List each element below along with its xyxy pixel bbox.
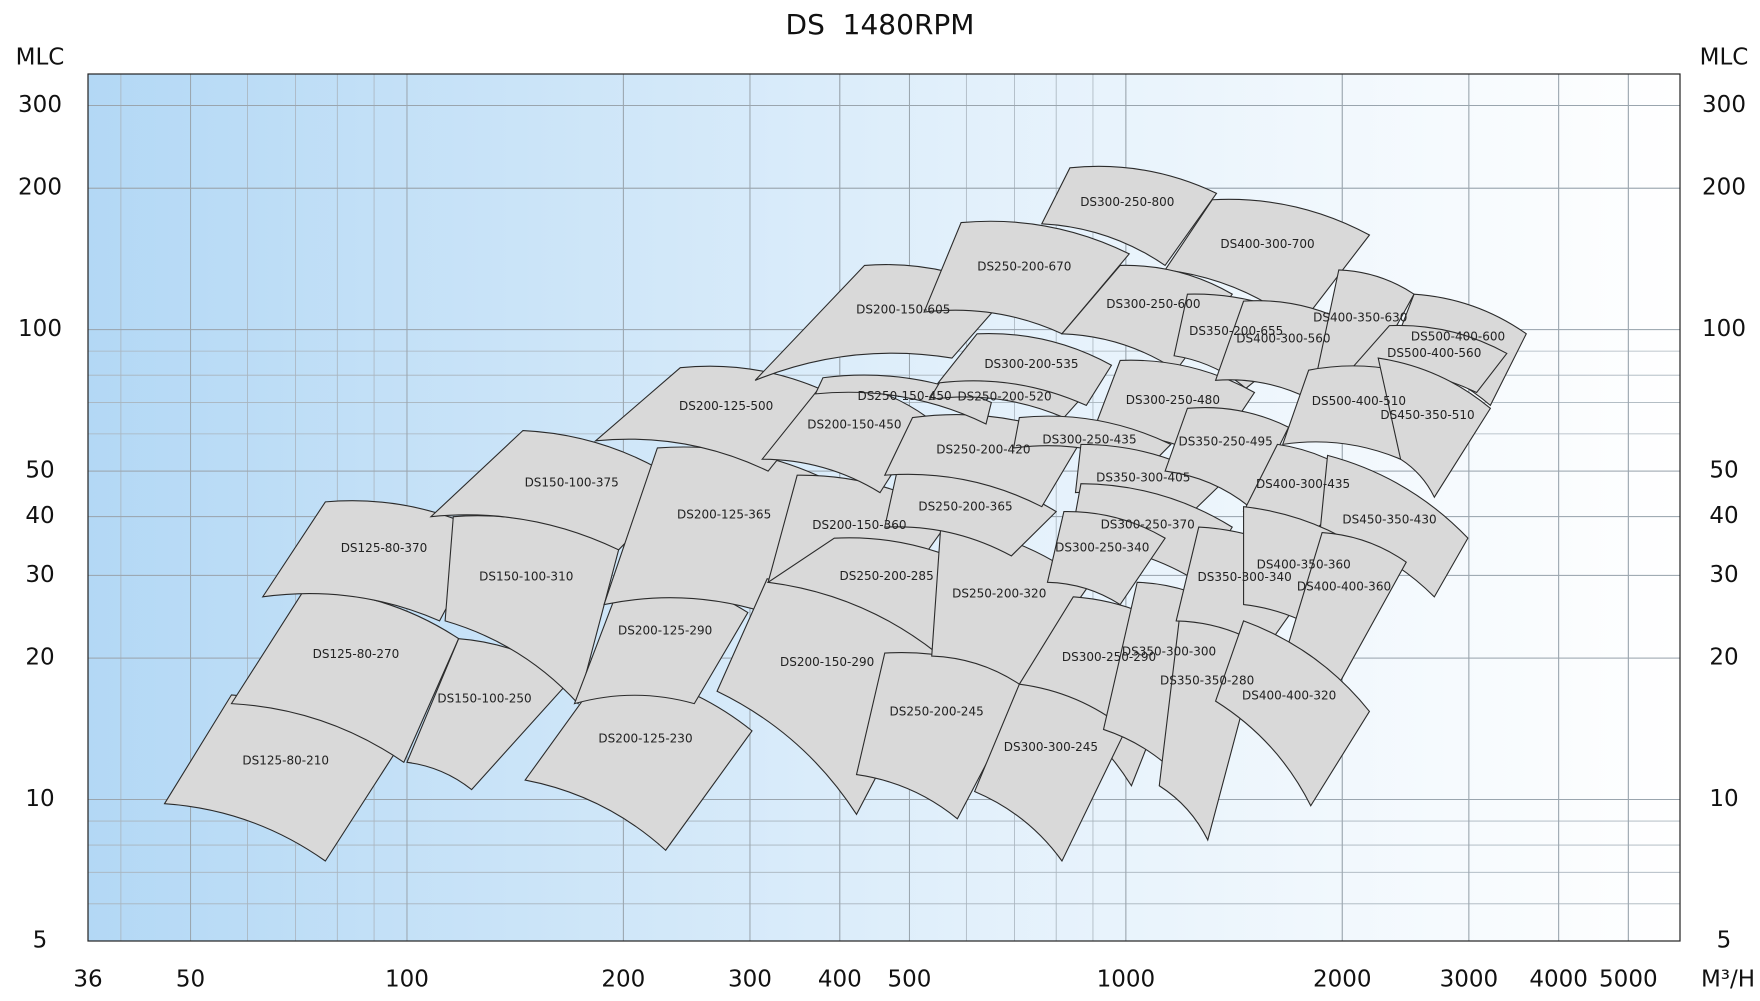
y-axis-label: MLC xyxy=(16,45,65,71)
pump-label: DS200-150-290 xyxy=(780,655,874,669)
x-tick-label: 100 xyxy=(385,967,429,993)
pump-label: DS300-250-480 xyxy=(1126,393,1220,407)
pump-label: DS400-350-360 xyxy=(1257,557,1351,571)
pump-label: DS350-250-495 xyxy=(1179,434,1273,448)
pump-region xyxy=(593,365,832,472)
pump-label: DS200-125-290 xyxy=(618,624,712,638)
pump-label: DS250-200-245 xyxy=(889,705,983,719)
y2-tick-label: 20 xyxy=(1709,645,1738,671)
y-tick-label: 10 xyxy=(25,786,54,812)
pump-label: DS150-100-250 xyxy=(437,691,531,705)
pump-label: DS200-125-500 xyxy=(679,399,773,413)
pump-label: DS400-350-630 xyxy=(1313,310,1407,324)
x-tick-label: 50 xyxy=(176,967,205,993)
pump-label: DS400-300-700 xyxy=(1220,237,1314,251)
x-tick-label: 500 xyxy=(887,967,931,993)
pump-label: DS200-150-605 xyxy=(856,303,950,317)
plot-frame xyxy=(87,73,1681,942)
y-tick-label: 300 xyxy=(18,92,62,118)
pump-label: DS250-150-450 xyxy=(857,389,951,403)
pump-region xyxy=(429,429,684,551)
pump-label: DS350-200-655 xyxy=(1189,324,1283,338)
x-tick-label: 36 xyxy=(73,967,102,993)
pump-region xyxy=(1040,165,1218,267)
pump-label: DS200-125-230 xyxy=(598,731,692,745)
pump-region xyxy=(973,683,1127,863)
pump-region xyxy=(1046,511,1166,606)
pump-label: DS300-250-800 xyxy=(1080,195,1174,209)
y-tick-label: 40 xyxy=(25,503,54,529)
pump-label: DS250-200-420 xyxy=(936,443,1030,457)
pump-region xyxy=(923,220,1131,335)
pump-label: DS300-200-535 xyxy=(984,357,1078,371)
pump-label: DS200-125-365 xyxy=(677,508,771,522)
y-tick-label: 30 xyxy=(25,562,54,588)
x-tick-label: 5000 xyxy=(1599,967,1658,993)
pump-label: DS350-300-340 xyxy=(1198,570,1292,584)
pump-region xyxy=(261,500,488,622)
pump-label: DS200-150-450 xyxy=(807,418,901,432)
pump-label: DS400-300-435 xyxy=(1256,477,1350,491)
pump-label: DS250-200-365 xyxy=(918,500,1012,514)
y2-tick-label: 40 xyxy=(1709,503,1738,529)
chart-title: DS 1480RPM xyxy=(786,8,975,41)
pump-label: DS350-300-405 xyxy=(1096,470,1190,484)
x-tick-label: 200 xyxy=(601,967,645,993)
pump-label: DS125-80-210 xyxy=(242,754,329,768)
pump-label: DS350-350-280 xyxy=(1160,674,1254,688)
y-tick-label: 200 xyxy=(18,175,62,201)
pump-label: DS250-200-520 xyxy=(957,389,1051,403)
pump-label: DS450-350-510 xyxy=(1380,408,1474,422)
pump-label: DS350-300-300 xyxy=(1122,644,1216,658)
pump-label: DS125-80-370 xyxy=(341,541,428,555)
y2-axis-label: MLC xyxy=(1700,45,1749,71)
pump-label: DS400-400-360 xyxy=(1297,579,1391,593)
y2-tick-label: 30 xyxy=(1709,562,1738,588)
y-tick-label: 5 xyxy=(33,928,48,954)
pump-label: DS300-250-340 xyxy=(1055,541,1149,555)
x-tick-label: 400 xyxy=(818,967,862,993)
pump-label: DS250-200-285 xyxy=(839,569,933,583)
y2-tick-label: 100 xyxy=(1702,316,1746,342)
x-tick-label: 300 xyxy=(728,967,772,993)
pump-label: DS250-200-670 xyxy=(977,260,1071,274)
pump-region xyxy=(936,332,1113,407)
pump-region xyxy=(1377,357,1492,499)
pump-label: DS300-250-290 xyxy=(1062,650,1156,664)
x-axis-label: M³/H xyxy=(1701,967,1755,993)
pump-label: DS150-100-310 xyxy=(479,570,573,584)
y-tick-label: 50 xyxy=(25,458,54,484)
pump-label: DS150-100-375 xyxy=(525,476,619,490)
pump-label: DS450-350-430 xyxy=(1342,512,1436,526)
x-tick-label: 1000 xyxy=(1097,967,1156,993)
pump-label: DS250-200-320 xyxy=(952,586,1046,600)
y-tick-label: 20 xyxy=(25,645,54,671)
y2-tick-label: 200 xyxy=(1702,175,1746,201)
pump-label: DS500-400-510 xyxy=(1312,394,1406,408)
y2-tick-label: 5 xyxy=(1717,928,1732,954)
x-tick-label: 4000 xyxy=(1529,967,1588,993)
pump-label: DS125-80-270 xyxy=(313,647,400,661)
y2-tick-label: 10 xyxy=(1709,786,1738,812)
x-tick-label: 3000 xyxy=(1440,967,1499,993)
pump-label: DS400-400-320 xyxy=(1242,688,1336,702)
y2-tick-label: 50 xyxy=(1709,458,1738,484)
pump-label: DS200-150-360 xyxy=(812,518,906,532)
regions: DS125-80-210 DS125-80-270 DS125-80-370 DS15… xyxy=(163,165,1527,863)
pump-label: DS300-250-600 xyxy=(1106,297,1200,311)
y2-tick-label: 300 xyxy=(1702,92,1746,118)
pump-label: DS500-400-600 xyxy=(1411,330,1505,344)
y-tick-label: 100 xyxy=(18,316,62,342)
pump-label: DS500-400-560 xyxy=(1387,346,1481,360)
pump-label: DS400-300-560 xyxy=(1236,331,1330,345)
pump-label: DS300-250-370 xyxy=(1101,518,1195,532)
pump-label: DS300-300-245 xyxy=(1004,740,1098,754)
pump-region xyxy=(1214,620,1371,807)
pump-label: DS300-250-435 xyxy=(1042,432,1136,446)
x-tick-label: 2000 xyxy=(1313,967,1372,993)
